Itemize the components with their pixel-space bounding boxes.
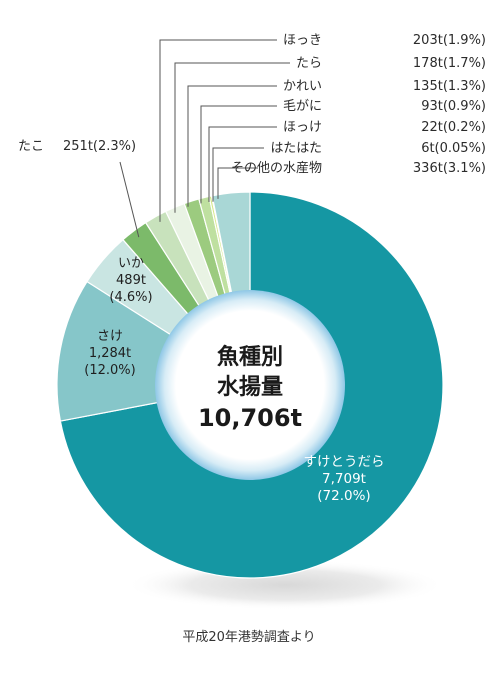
leader-lines: [119, 39, 290, 238]
slice-9-leader-line: [212, 147, 264, 202]
slice-7-name: 毛がに: [283, 99, 322, 114]
slice-5-name: たら: [296, 56, 322, 71]
slice-9-name: はたはた: [271, 141, 322, 156]
slice-8-name: ほっけ: [283, 120, 322, 135]
slice-4-name: ほっき: [283, 33, 322, 48]
slice-7-value: 93t(0.9%): [421, 99, 486, 114]
slice-10-value: 336t(3.1%): [413, 161, 486, 176]
slice-8-leader-line: [208, 126, 277, 202]
center-glow: [155, 290, 345, 480]
slice-10-leader-line: [217, 167, 258, 199]
slice-1-value: 1,284t: [89, 346, 131, 361]
slice-1-name: さけ: [97, 329, 123, 344]
slice-6-value: 135t(1.3%): [413, 79, 486, 94]
slice-7-leader-line: [200, 105, 277, 204]
slice-3-value: 251t(2.3%): [63, 139, 136, 154]
slice-4-value: 203t(1.9%): [413, 33, 486, 48]
slice-0-percent: (72.0%): [317, 488, 370, 504]
center-title-line1: 魚種別: [217, 344, 283, 370]
slice-3-leader-line: [119, 161, 140, 238]
slice-5-leader-line: [174, 62, 290, 213]
slice-4-leader-line: [159, 39, 277, 222]
center-title-line2: 水揚量: [217, 374, 283, 400]
center-total: 10,706t: [198, 404, 302, 432]
slice-1-percent: (12.0%): [84, 363, 135, 378]
slice-3-name: たこ: [18, 139, 44, 154]
slice-10-name: その他の水産物: [231, 160, 322, 176]
source-note: 平成20年港勢調査より: [182, 630, 315, 645]
slice-6-name: かれい: [283, 79, 322, 94]
slice-2-percent: (4.6%): [109, 290, 152, 305]
slice-2-value: 489t: [116, 273, 146, 288]
slice-8-value: 22t(0.2%): [421, 120, 486, 135]
slice-9-value: 6t(0.05%): [421, 141, 486, 156]
slice-5-value: 178t(1.7%): [413, 56, 486, 71]
slice-6-leader-line: [187, 85, 277, 207]
slice-2-name: いか: [118, 256, 144, 271]
slice-0-value: 7,709t: [322, 471, 366, 487]
slice-0-name: すけとうだら: [304, 454, 385, 470]
